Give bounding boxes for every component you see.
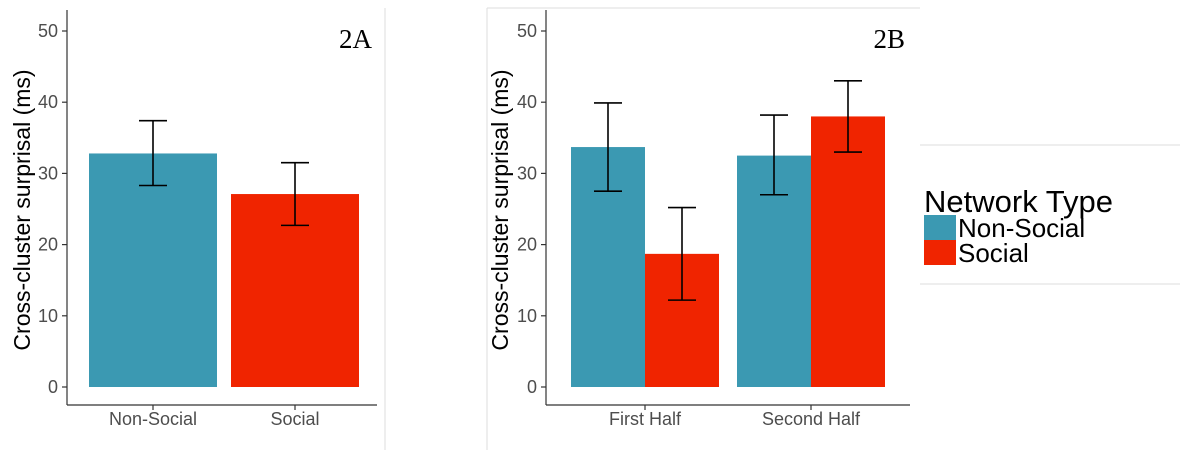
- y-tick-label: 20: [38, 235, 58, 255]
- bars: [571, 116, 885, 387]
- bar-social-second-half: [811, 116, 885, 387]
- x-tick-label: Non-Social: [109, 409, 197, 429]
- y-ticks: 0 10 20 30 40 50: [517, 21, 546, 397]
- y-tick-label: 30: [38, 163, 58, 183]
- bar-non-social-non-social: [89, 153, 217, 387]
- legend-label-non-social: Non-Social: [958, 213, 1085, 243]
- legend-label-social: Social: [958, 238, 1029, 268]
- y-axis-label: Cross-cluster surprisal (ms): [487, 69, 513, 350]
- error-bars: [594, 80, 862, 301]
- y-tick-label: 50: [517, 21, 537, 41]
- panel-label: 2A: [339, 24, 373, 54]
- x-ticks: First Half Second Half: [609, 405, 861, 429]
- x-tick-label: Social: [270, 409, 319, 429]
- bars: [89, 153, 359, 387]
- y-ticks: 0 10 20 30 40 50: [38, 21, 67, 397]
- y-tick-label: 10: [38, 306, 58, 326]
- legend: Network Type Non-Social Social: [924, 184, 1113, 268]
- y-tick-label: 0: [527, 377, 537, 397]
- legend-title: Network Type: [924, 184, 1113, 219]
- y-tick-label: 40: [517, 92, 537, 112]
- legend-swatch-non-social: [924, 215, 956, 240]
- bar-social-social: [231, 194, 359, 387]
- y-tick-label: 50: [38, 21, 58, 41]
- y-tick-label: 10: [517, 306, 537, 326]
- panel-label: 2B: [873, 24, 905, 54]
- x-tick-label: First Half: [609, 409, 682, 429]
- panel-2b: 0 10 20 30 40 50 First Half Second Half Cross-…: [487, 10, 910, 429]
- y-axis-label: Cross-cluster surprisal (ms): [9, 69, 35, 350]
- x-tick-label: Second Half: [762, 409, 861, 429]
- error-bars: [139, 119, 309, 227]
- y-tick-label: 20: [517, 235, 537, 255]
- legend-swatch-social: [924, 240, 956, 265]
- panel-2a: 0 10 20 30 40 50 Non-Social Social Cross-clust…: [9, 10, 377, 429]
- y-tick-label: 0: [48, 377, 58, 397]
- y-tick-label: 30: [517, 163, 537, 183]
- y-tick-label: 40: [38, 92, 58, 112]
- x-ticks: Non-Social Social: [109, 405, 320, 429]
